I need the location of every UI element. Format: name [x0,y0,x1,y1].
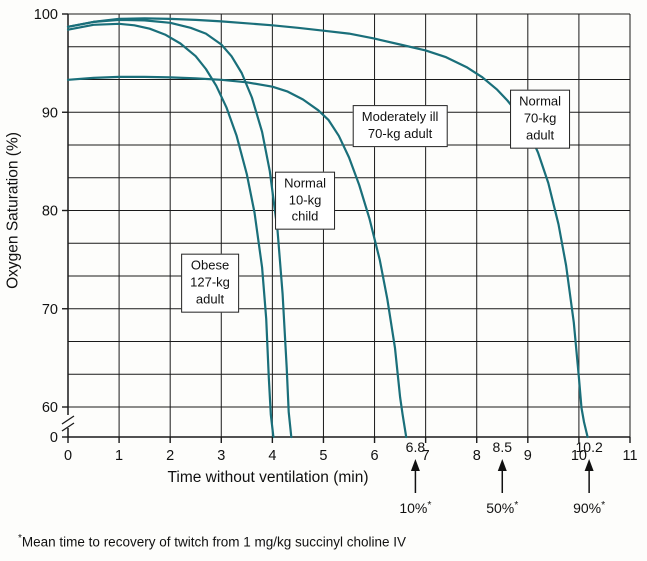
footnote: *Mean time to recovery of twitch from 1 … [18,533,406,550]
x-tick-label: 4 [268,448,276,464]
y-tick-label-zero: 0 [50,430,58,446]
curve-normal-10-kg-child [66,18,293,439]
y-axis-title: Oxygen Saturation (%) [4,132,22,289]
annotation-pct-label: 90%* [573,499,605,516]
annotation-pct-label: 10%* [399,499,431,516]
annotation-time-label: 8.5 [493,439,513,455]
curve-normal-70-kg-adult [66,17,589,439]
footnote-text: Mean time to recovery of twitch from 1 m… [21,534,407,550]
x-tick-label: 10 [571,448,587,464]
x-tick-label: 8 [473,448,481,464]
x-tick-label: 2 [166,448,174,464]
annotation-pct-label: 50%* [486,499,518,516]
axis-break-mask [64,415,72,428]
axis-ticks [62,13,631,443]
axis-break-mark [61,415,75,425]
x-tick-label: 11 [622,448,637,464]
annotation-arrow-head [497,459,507,471]
y-tick-label: 100 [34,7,58,23]
annotation-time-label: 6.8 [406,439,426,455]
axis-break-mark [61,422,75,432]
x-tick-label: 0 [64,448,72,464]
x-tick-label: 3 [217,448,225,464]
curve-moderately-ill-70-kg-adult [66,75,408,439]
annotation-arrow-head [584,459,594,471]
tick-labels: 100 90 80 70 60 00 1 2 3 4 5 6 7 8 9 10 11 [34,7,638,464]
y-tick-label: 80 [42,204,58,220]
y-tick-label: 60 [42,400,58,416]
annotation-time-label: 10.2 [576,439,603,455]
x-tick-label: 7 [422,448,430,464]
x-tick-label: 1 [115,448,123,464]
x-tick-label: 9 [524,448,532,464]
y-tick-label: 90 [42,105,58,121]
curve-obese-127-kg-adult [66,22,275,439]
y-tick-label: 70 [42,302,58,318]
x-tick-label: 5 [319,448,327,464]
footnote-star: * [18,533,22,544]
x-axis-title: Time without ventilation (min) [167,469,369,486]
x-tick-label: 6 [371,448,379,464]
annotation-arrow-head [410,459,420,471]
